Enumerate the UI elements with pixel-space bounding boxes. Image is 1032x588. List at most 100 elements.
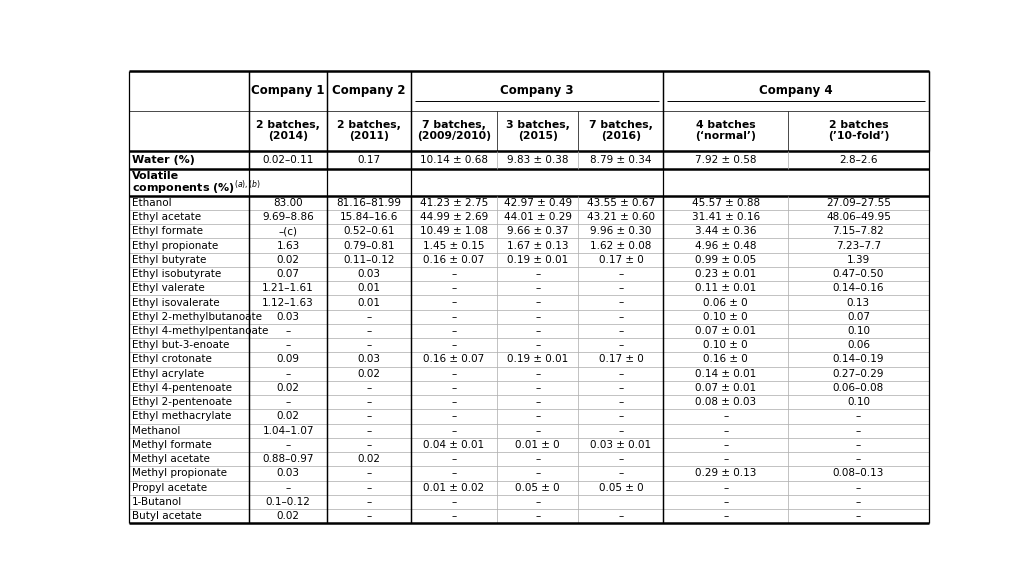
Text: 0.14–0.16: 0.14–0.16	[833, 283, 884, 293]
Text: Ethyl 2-methylbutanoate: Ethyl 2-methylbutanoate	[132, 312, 262, 322]
Text: 43.55 ± 0.67: 43.55 ± 0.67	[587, 198, 655, 208]
Text: –: –	[451, 283, 456, 293]
Text: –: –	[451, 340, 456, 350]
Text: 2 batches,
(2014): 2 batches, (2014)	[256, 120, 320, 142]
Text: 0.06: 0.06	[847, 340, 870, 350]
Text: –: –	[535, 426, 541, 436]
Text: –: –	[366, 511, 372, 521]
Text: components (%)$^{(a),(b)}$: components (%)$^{(a),(b)}$	[132, 179, 261, 198]
Text: 10.49 ± 1.08: 10.49 ± 1.08	[420, 226, 488, 236]
Text: –: –	[535, 497, 541, 507]
Text: 0.03: 0.03	[357, 355, 381, 365]
Text: 0.05 ± 0: 0.05 ± 0	[599, 483, 643, 493]
Text: 4.96 ± 0.48: 4.96 ± 0.48	[695, 240, 756, 250]
Text: 0.09: 0.09	[277, 355, 299, 365]
Text: Water (%): Water (%)	[132, 155, 195, 165]
Text: 0.03: 0.03	[277, 312, 299, 322]
Text: –: –	[286, 483, 291, 493]
Text: 0.06–0.08: 0.06–0.08	[833, 383, 884, 393]
Text: –: –	[723, 483, 729, 493]
Text: –: –	[618, 511, 623, 521]
Text: Ethyl 2-pentenoate: Ethyl 2-pentenoate	[132, 397, 232, 407]
Text: –: –	[618, 426, 623, 436]
Text: –: –	[535, 454, 541, 464]
Text: Propyl acetate: Propyl acetate	[132, 483, 207, 493]
Text: 10.14 ± 0.68: 10.14 ± 0.68	[420, 155, 488, 165]
Text: –: –	[856, 511, 861, 521]
Text: 0.17 ± 0: 0.17 ± 0	[599, 355, 643, 365]
Text: 9.69–8.86: 9.69–8.86	[262, 212, 314, 222]
Text: 27.09–27.55: 27.09–27.55	[826, 198, 891, 208]
Text: –: –	[856, 412, 861, 422]
Text: –: –	[366, 440, 372, 450]
Text: 1.63: 1.63	[277, 240, 299, 250]
Text: 44.01 ± 0.29: 44.01 ± 0.29	[504, 212, 572, 222]
Text: 1.12–1.63: 1.12–1.63	[262, 298, 314, 308]
Text: 0.14 ± 0.01: 0.14 ± 0.01	[695, 369, 756, 379]
Text: Ethyl formate: Ethyl formate	[132, 226, 203, 236]
Text: 0.02: 0.02	[357, 454, 381, 464]
Text: 43.21 ± 0.60: 43.21 ± 0.60	[587, 212, 655, 222]
Text: –: –	[535, 312, 541, 322]
Text: –: –	[366, 383, 372, 393]
Text: –: –	[535, 511, 541, 521]
Text: 0.14–0.19: 0.14–0.19	[833, 355, 884, 365]
Text: 0.99 ± 0.05: 0.99 ± 0.05	[695, 255, 756, 265]
Text: 1.04–1.07: 1.04–1.07	[262, 426, 314, 436]
Text: 8.79 ± 0.34: 8.79 ± 0.34	[590, 155, 651, 165]
Text: 1.21–1.61: 1.21–1.61	[262, 283, 314, 293]
Text: 0.02: 0.02	[277, 412, 299, 422]
Text: 0.19 ± 0.01: 0.19 ± 0.01	[507, 255, 569, 265]
Text: Ethyl 4-pentenoate: Ethyl 4-pentenoate	[132, 383, 232, 393]
Text: –: –	[723, 511, 729, 521]
Text: 0.07 ± 0.01: 0.07 ± 0.01	[696, 326, 756, 336]
Text: 45.57 ± 0.88: 45.57 ± 0.88	[691, 198, 760, 208]
Text: –: –	[366, 469, 372, 479]
Text: 2 batches,
(2011): 2 batches, (2011)	[337, 120, 400, 142]
Text: –: –	[856, 483, 861, 493]
Text: Methyl acetate: Methyl acetate	[132, 454, 211, 464]
Text: 0.08–0.13: 0.08–0.13	[833, 469, 884, 479]
Text: 0.06 ± 0: 0.06 ± 0	[704, 298, 748, 308]
Text: –: –	[535, 397, 541, 407]
Text: –: –	[366, 312, 372, 322]
Text: 0.08 ± 0.03: 0.08 ± 0.03	[696, 397, 756, 407]
Text: –: –	[723, 426, 729, 436]
Text: 0.79–0.81: 0.79–0.81	[344, 240, 394, 250]
Text: 0.1–0.12: 0.1–0.12	[265, 497, 311, 507]
Text: 1.45 ± 0.15: 1.45 ± 0.15	[423, 240, 484, 250]
Text: 0.01 ± 0.02: 0.01 ± 0.02	[423, 483, 484, 493]
Text: 0.01: 0.01	[357, 283, 381, 293]
Text: –: –	[286, 397, 291, 407]
Text: 9.83 ± 0.38: 9.83 ± 0.38	[507, 155, 569, 165]
Text: –: –	[856, 497, 861, 507]
Text: –: –	[618, 312, 623, 322]
Text: 0.19 ± 0.01: 0.19 ± 0.01	[507, 355, 569, 365]
Text: 3.44 ± 0.36: 3.44 ± 0.36	[695, 226, 756, 236]
Text: Volatile: Volatile	[132, 172, 180, 182]
Text: –: –	[535, 326, 541, 336]
Text: –: –	[618, 454, 623, 464]
Text: –: –	[535, 269, 541, 279]
Text: 44.99 ± 2.69: 44.99 ± 2.69	[420, 212, 488, 222]
Text: 0.16 ± 0.07: 0.16 ± 0.07	[423, 355, 484, 365]
Text: –: –	[451, 312, 456, 322]
Text: 1.62 ± 0.08: 1.62 ± 0.08	[590, 240, 651, 250]
Text: –: –	[618, 298, 623, 308]
Text: Ethyl isobutyrate: Ethyl isobutyrate	[132, 269, 222, 279]
Text: 0.17: 0.17	[357, 155, 381, 165]
Text: 0.88–0.97: 0.88–0.97	[262, 454, 314, 464]
Text: –: –	[366, 340, 372, 350]
Text: 0.23 ± 0.01: 0.23 ± 0.01	[695, 269, 756, 279]
Text: 41.23 ± 2.75: 41.23 ± 2.75	[420, 198, 488, 208]
Text: 0.29 ± 0.13: 0.29 ± 0.13	[695, 469, 756, 479]
Text: –: –	[451, 454, 456, 464]
Text: Ethanol: Ethanol	[132, 198, 171, 208]
Text: 48.06–49.95: 48.06–49.95	[826, 212, 891, 222]
Text: 0.11–0.12: 0.11–0.12	[344, 255, 394, 265]
Text: 0.17 ± 0: 0.17 ± 0	[599, 255, 643, 265]
Text: Methyl propionate: Methyl propionate	[132, 469, 227, 479]
Text: Company 1: Company 1	[252, 84, 325, 97]
Text: Ethyl acetate: Ethyl acetate	[132, 212, 201, 222]
Text: Ethyl propionate: Ethyl propionate	[132, 240, 219, 250]
